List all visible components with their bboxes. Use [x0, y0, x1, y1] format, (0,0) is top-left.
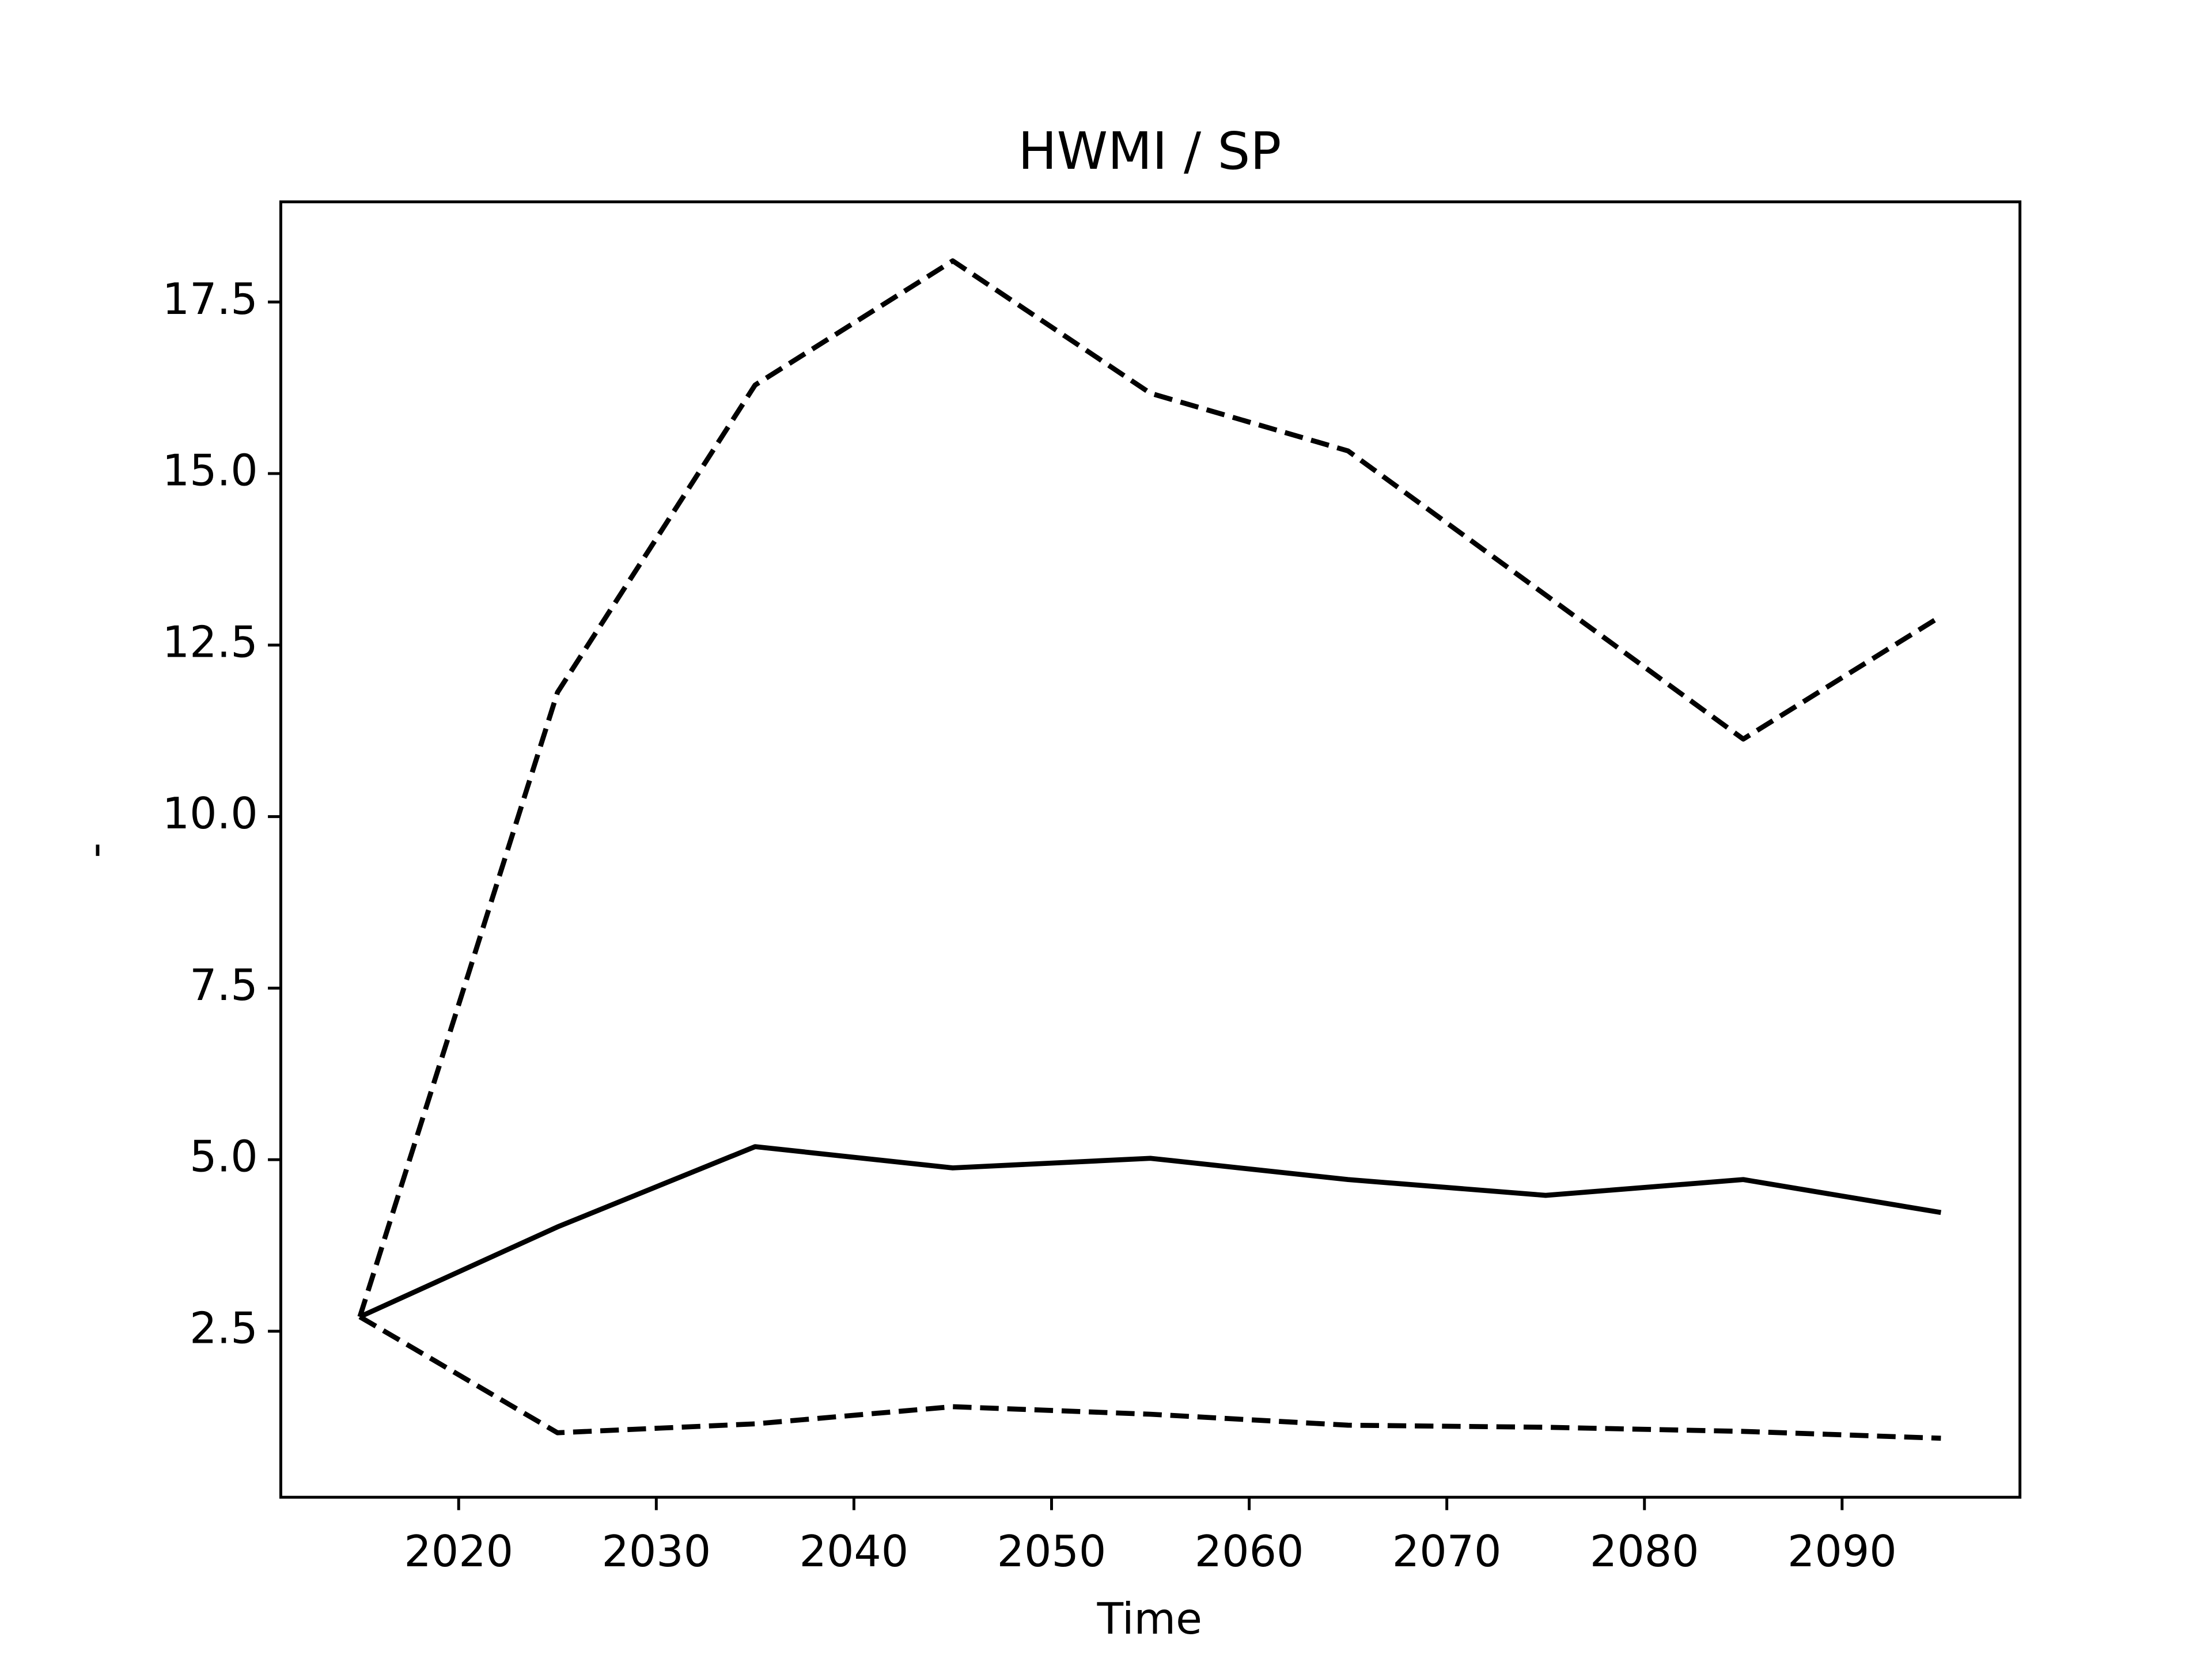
y-tick-label: 2.5 — [190, 1303, 258, 1353]
y-tick-label: 12.5 — [162, 617, 258, 667]
y-tick-label: 7.5 — [190, 960, 258, 1010]
x-tick-label: 2050 — [997, 1527, 1107, 1577]
x-tick-label: 2070 — [1392, 1527, 1502, 1577]
y-tick-label: 10.0 — [162, 789, 258, 839]
line-series — [357, 258, 1942, 1318]
y-tick-label: 15.0 — [162, 446, 258, 496]
plot-frame — [279, 200, 2022, 1499]
chart-title: HWMI / SP — [1018, 122, 1281, 181]
line-series — [358, 1144, 1942, 1319]
x-tick-label: 2090 — [1787, 1527, 1897, 1577]
line-series — [358, 1315, 1941, 1441]
y-axis-label: - — [70, 843, 120, 858]
x-tick-label: 2020 — [404, 1527, 513, 1577]
x-axis-label: Time — [1097, 1594, 1202, 1644]
y-tick-label: 5.0 — [190, 1132, 258, 1182]
x-tick-label: 2080 — [1590, 1527, 1699, 1577]
x-tick-label: 2040 — [800, 1527, 909, 1577]
x-tick-label: 2060 — [1195, 1527, 1304, 1577]
y-tick-label: 17.5 — [162, 274, 258, 324]
x-tick-label: 2030 — [601, 1527, 711, 1577]
